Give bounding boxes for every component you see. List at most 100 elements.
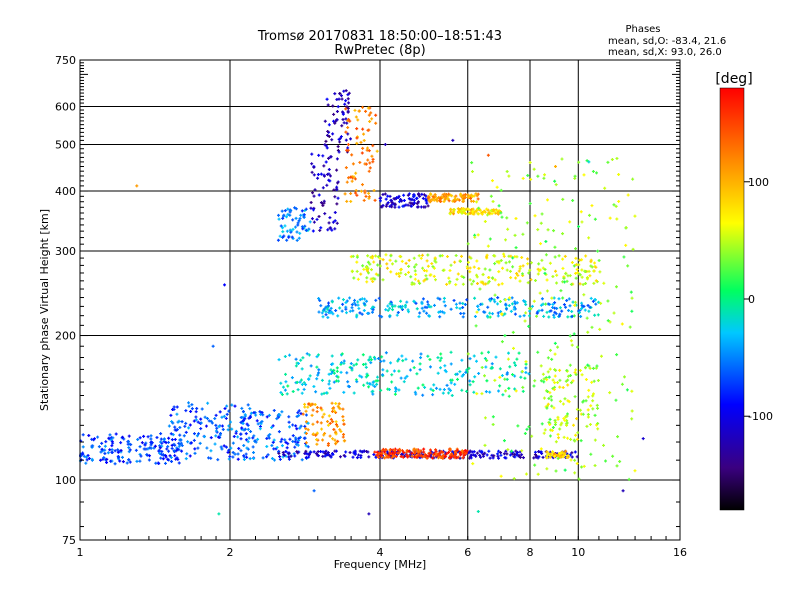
data-point (565, 299, 569, 303)
data-point (284, 440, 288, 444)
data-point (567, 308, 571, 312)
data-point (536, 174, 540, 178)
data-point (458, 307, 462, 311)
data-point (573, 303, 577, 307)
data-point (400, 199, 404, 203)
data-point (561, 455, 565, 459)
data-point (507, 394, 511, 398)
data-point (329, 368, 333, 372)
data-point (283, 438, 287, 442)
data-point (611, 454, 615, 458)
data-point (307, 455, 311, 459)
data-point (452, 199, 456, 203)
data-point (579, 439, 583, 443)
data-point (413, 277, 417, 281)
data-point (593, 298, 597, 302)
data-point (287, 455, 291, 459)
data-point (304, 449, 308, 453)
data-point (103, 448, 107, 452)
data-point (458, 301, 462, 305)
data-point (392, 448, 396, 452)
data-point (304, 420, 308, 424)
data-point (297, 414, 301, 418)
data-point (585, 424, 589, 428)
data-point (341, 435, 345, 439)
data-point (510, 302, 514, 306)
data-point (473, 375, 477, 379)
data-point (345, 105, 349, 109)
data-point (353, 298, 357, 302)
data-point (362, 267, 366, 271)
data-point (472, 265, 476, 269)
data-point (552, 406, 556, 410)
data-point (316, 454, 320, 458)
data-point (558, 399, 562, 403)
data-point (348, 309, 352, 313)
data-point (475, 273, 479, 277)
data-point (616, 435, 620, 439)
data-point (412, 451, 416, 455)
data-point (532, 167, 536, 171)
data-point (587, 213, 591, 217)
data-point (324, 391, 328, 395)
legend-line-x: mean, sd,X: 93.0, 26.0 (608, 47, 722, 58)
data-point (572, 314, 576, 318)
data-point (548, 367, 552, 371)
data-point (344, 301, 348, 305)
data-point (569, 339, 573, 343)
data-point (506, 357, 510, 361)
data-point (380, 205, 384, 209)
data-point (612, 203, 616, 207)
data-point (385, 266, 389, 270)
data-point (480, 351, 484, 355)
data-point (496, 454, 500, 458)
data-point (420, 192, 424, 196)
data-point (117, 455, 121, 459)
data-point (236, 457, 240, 461)
data-point (516, 273, 520, 277)
data-point (470, 170, 474, 174)
data-point (366, 146, 370, 150)
data-point (367, 195, 371, 199)
data-point (319, 226, 323, 230)
data-point (325, 419, 329, 423)
data-point (425, 311, 429, 315)
data-point (357, 109, 361, 113)
data-point (216, 435, 220, 439)
data-point (296, 221, 300, 225)
data-point (300, 458, 304, 462)
data-point (394, 259, 398, 263)
data-point (304, 228, 308, 232)
data-point (279, 440, 283, 444)
data-point (173, 454, 177, 458)
data-point (362, 308, 366, 312)
data-point (361, 105, 365, 109)
data-point (553, 454, 557, 458)
data-point (530, 304, 534, 308)
data-point (460, 274, 464, 278)
data-point (322, 308, 326, 312)
data-point (177, 419, 181, 423)
data-point (352, 276, 356, 280)
data-point (567, 400, 571, 404)
data-point (351, 455, 355, 459)
data-point (129, 443, 133, 447)
data-point (484, 365, 488, 369)
data-point (393, 392, 397, 396)
data-point (384, 308, 388, 312)
data-point (343, 102, 347, 106)
data-point (390, 373, 394, 377)
data-point (528, 309, 532, 313)
data-point (398, 254, 402, 258)
data-point (580, 373, 584, 377)
data-point (433, 256, 437, 260)
data-point (317, 193, 321, 197)
data-point (81, 445, 85, 449)
data-point (501, 266, 505, 270)
data-point (315, 431, 319, 435)
data-point (631, 177, 635, 181)
data-point (285, 215, 289, 219)
data-point (335, 98, 339, 102)
data-point (543, 267, 547, 271)
data-point (149, 434, 153, 438)
